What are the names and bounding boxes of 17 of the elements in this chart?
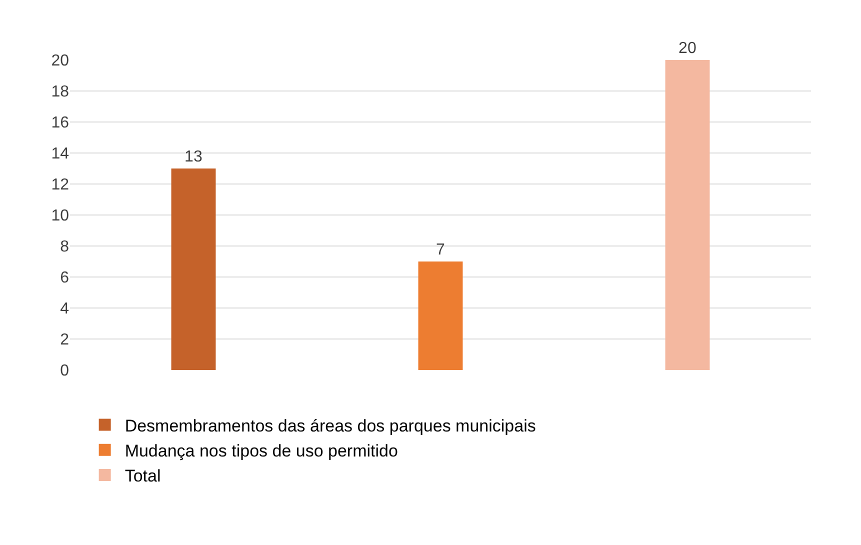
y-tick-label: 4 — [60, 300, 70, 318]
y-tick-label: 16 — [51, 114, 70, 132]
y-tick-label: 18 — [51, 84, 70, 101]
y-tick-label: 14 — [51, 146, 70, 163]
y-tick-label: 0 — [60, 362, 70, 380]
y-tick-label: 20 — [51, 52, 70, 70]
data-label: 20 — [678, 40, 696, 57]
y-tick-label: 8 — [60, 238, 70, 256]
data-label: 13 — [184, 148, 202, 166]
y-tick-label: 10 — [51, 208, 70, 225]
legend-label: Total — [124, 466, 161, 486]
y-tick-label: 12 — [51, 176, 70, 194]
data-label: 7 — [436, 242, 445, 258]
legend-label: Desmembramentos das áreas dos parques municipais — [124, 416, 536, 436]
y-tick-label: 6 — [60, 270, 70, 287]
legend-label: Mudança nos tipos de uso permitido — [124, 441, 398, 460]
y-tick-label: 2 — [60, 332, 70, 349]
